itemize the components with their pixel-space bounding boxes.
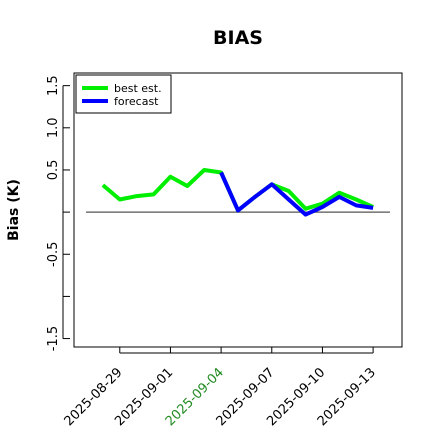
y-tick-label: 1.5 [46, 75, 61, 96]
y-tick-label: 1.0 [46, 117, 61, 138]
y-tick-label: 0.5 [46, 160, 61, 181]
plot-area: -1.5-0.50.51.01.52025-08-292025-09-01202… [46, 72, 403, 429]
legend-label: forecast [114, 95, 159, 108]
legend-box [75, 74, 172, 114]
series-line-best-est [101, 168, 374, 213]
chart-title: BIAS [213, 27, 263, 49]
y-axis-label: Bias (K) [6, 179, 22, 241]
legend-label: best est. [114, 82, 162, 95]
y-tick-label: -0.5 [46, 242, 61, 267]
legend: best est.forecast [75, 74, 172, 114]
plot-frame [73, 72, 403, 348]
y-tick-label: -1.5 [46, 326, 61, 351]
series-line-forecast [219, 171, 374, 217]
